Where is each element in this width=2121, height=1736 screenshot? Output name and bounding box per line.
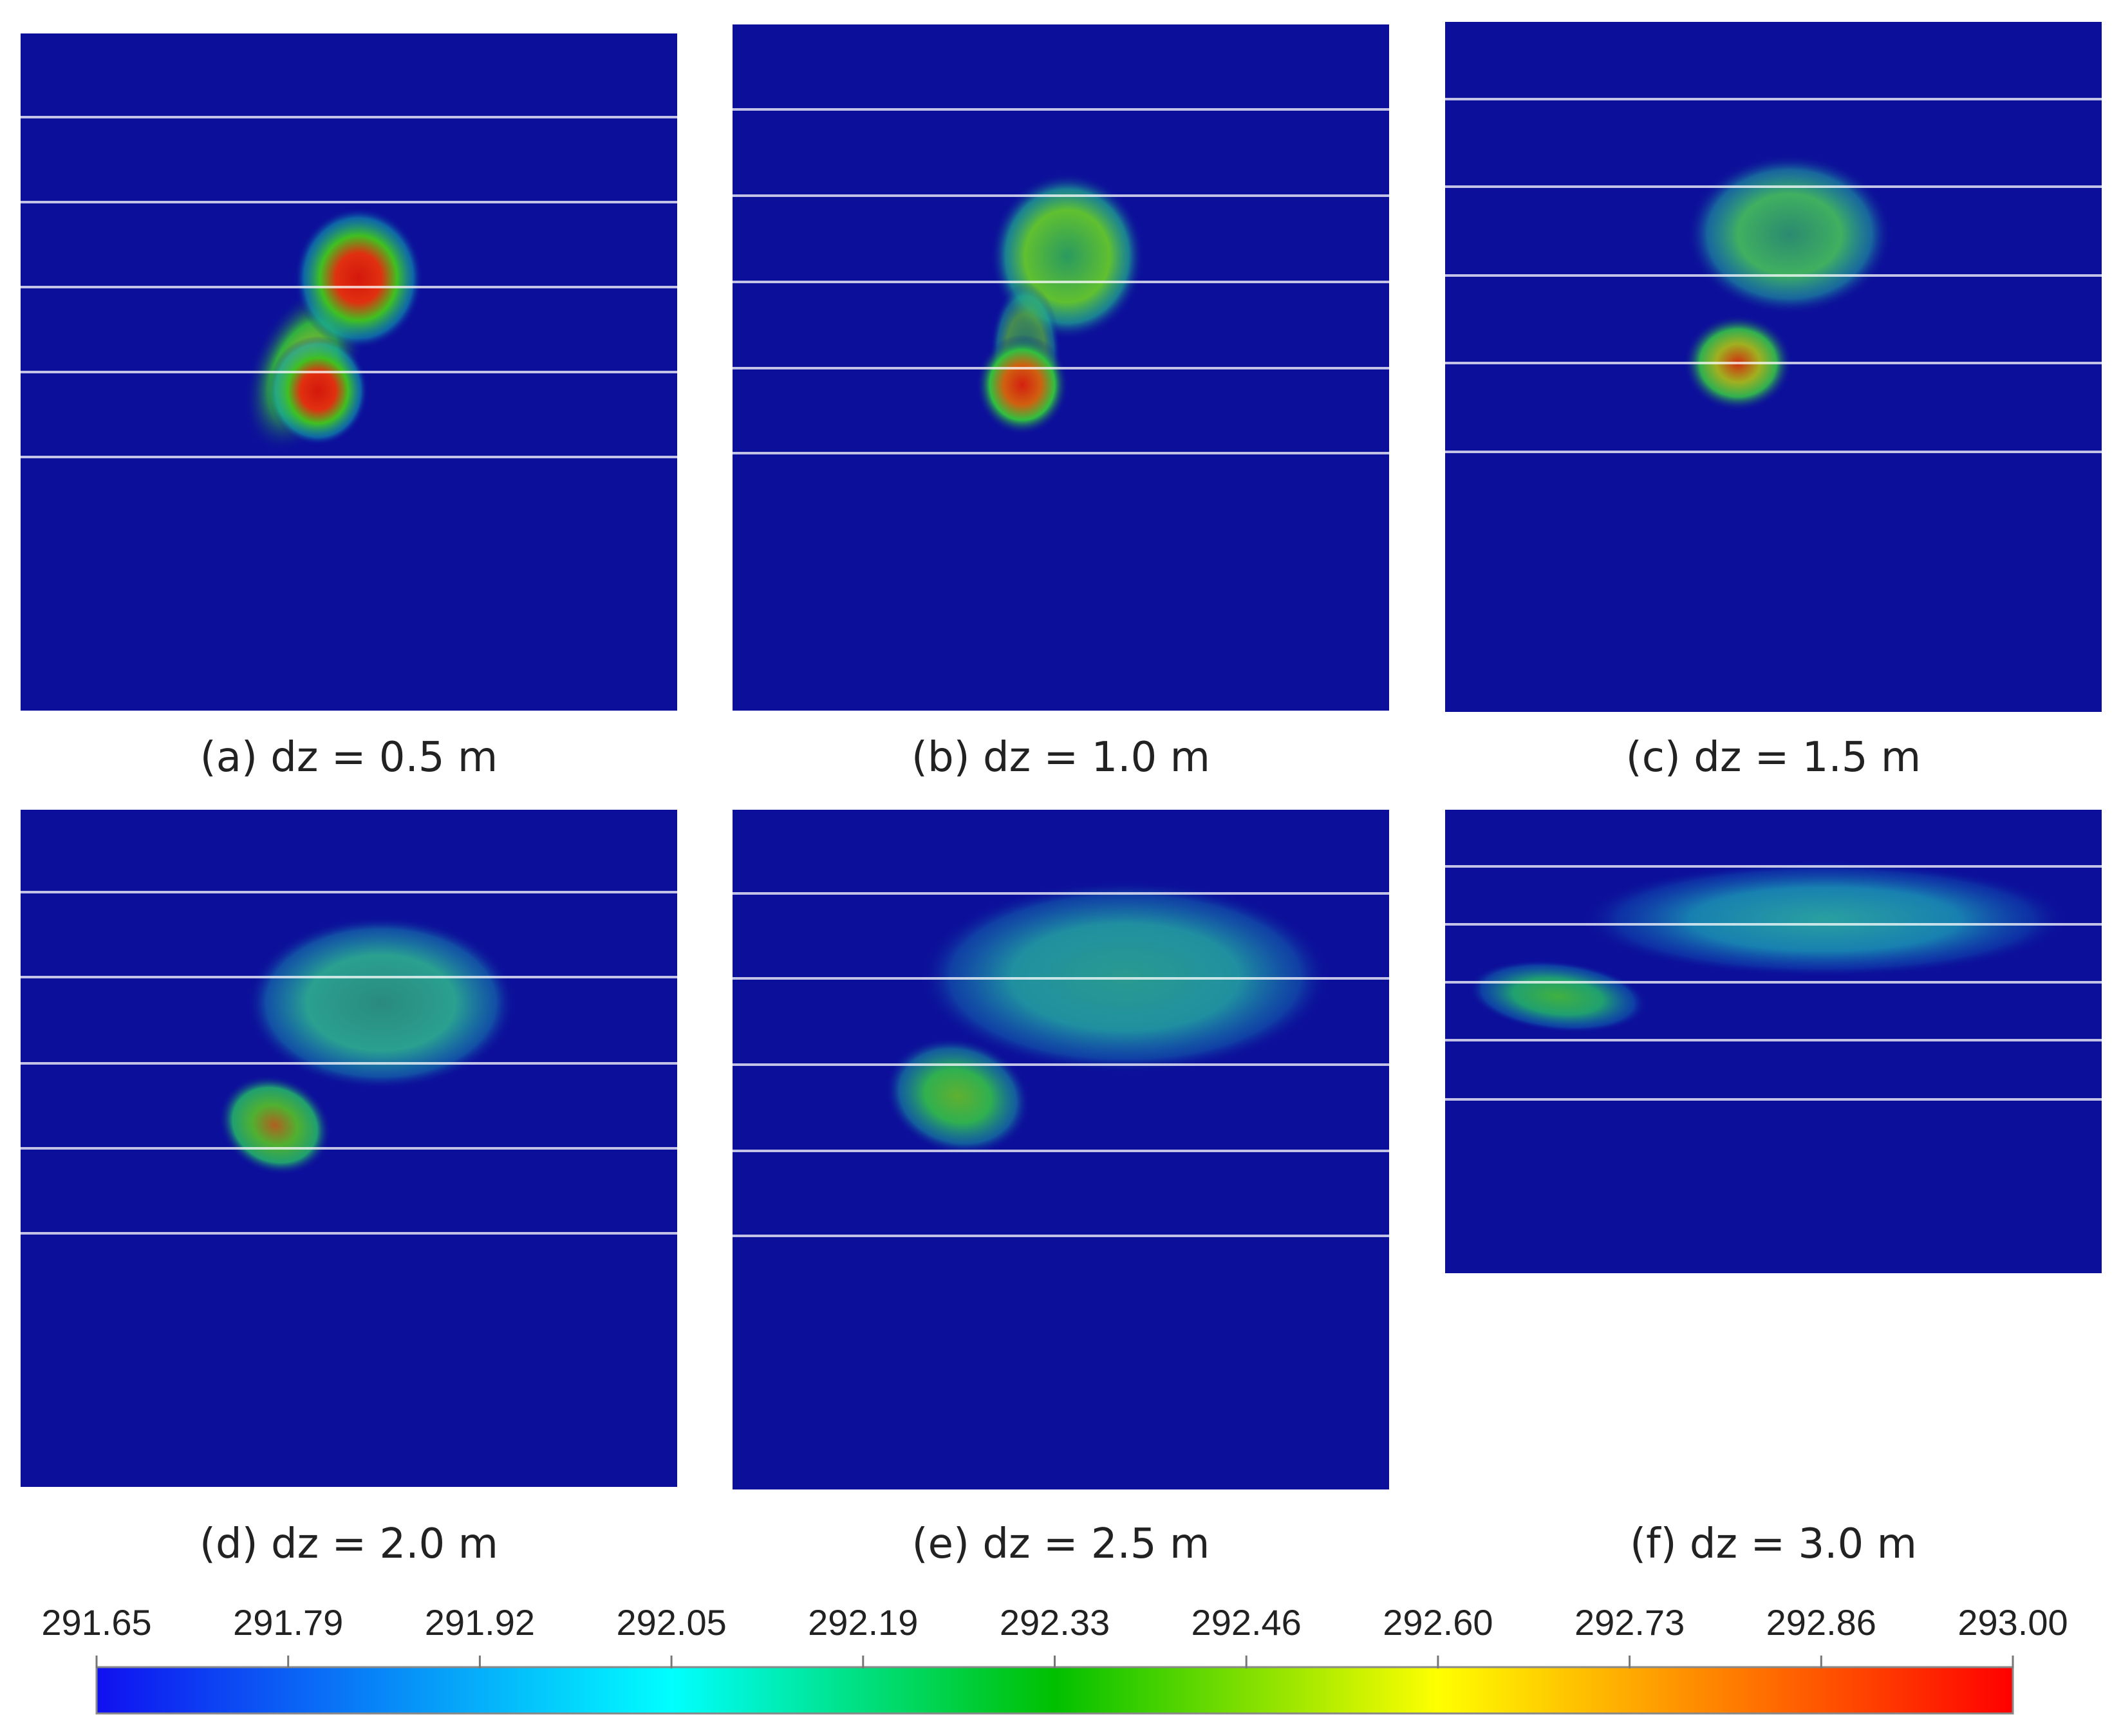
colorbar-tick-label: 292.46 <box>1191 1602 1302 1643</box>
panel-b-field <box>733 24 1389 711</box>
lower-thermal <box>1468 960 1648 1033</box>
caption-a: (a) dz = 0.5 m <box>200 734 498 781</box>
colorbar-tick-label: 292.73 <box>1574 1602 1685 1643</box>
colorbar-gradient <box>95 1666 2014 1715</box>
panel-d-field <box>21 810 677 1487</box>
colorbar-tick-label: 292.60 <box>1383 1602 1493 1643</box>
colorbar-tick-label: 292.05 <box>616 1602 727 1643</box>
caption-b: (b) dz = 1.0 m <box>911 734 1210 781</box>
grid-lines <box>21 116 677 458</box>
lower-thermal <box>268 336 368 445</box>
panel-f <box>1445 810 2102 1273</box>
grid-lines <box>1445 865 2102 1101</box>
panel-b <box>733 24 1389 711</box>
caption-e: (e) dz = 2.5 m <box>911 1520 1210 1568</box>
colorbar-tick-label: 292.19 <box>808 1602 919 1643</box>
grid-lines <box>1445 98 2102 453</box>
lower-thermal <box>218 1075 332 1175</box>
upper-vortex <box>246 916 516 1090</box>
lower-thermal <box>884 1037 1031 1155</box>
panel-e <box>733 810 1389 1489</box>
panel-c-field <box>1445 22 2102 712</box>
upper-thermal <box>294 207 423 349</box>
grid-lines <box>733 892 1389 1237</box>
panel-a-field <box>21 33 677 711</box>
colorbar-tick-label: 292.86 <box>1766 1602 1876 1643</box>
panel-a <box>21 33 677 711</box>
colorbar-tick-label: 291.79 <box>233 1602 344 1643</box>
panel-f-field <box>1445 810 2102 1273</box>
caption-c: (c) dz = 1.5 m <box>1625 734 1921 781</box>
grid-lines <box>733 108 1389 454</box>
caption-f: (f) dz = 3.0 m <box>1630 1520 1917 1568</box>
panel-d <box>21 810 677 1487</box>
upper-vortex <box>1687 154 1892 315</box>
upper-vortex <box>1580 861 2070 977</box>
colorbar-tick-label: 292.33 <box>999 1602 1110 1643</box>
grid-lines <box>21 891 677 1235</box>
colorbar-tick-label: 291.65 <box>41 1602 152 1643</box>
colorbar-tick-label: 293.00 <box>1957 1602 2068 1643</box>
lower-thermal <box>976 335 1069 435</box>
caption-d: (d) dz = 2.0 m <box>200 1520 498 1568</box>
panel-c <box>1445 22 2102 712</box>
panel-e-field <box>733 810 1389 1489</box>
colorbar-tick-label: 291.92 <box>424 1602 536 1643</box>
